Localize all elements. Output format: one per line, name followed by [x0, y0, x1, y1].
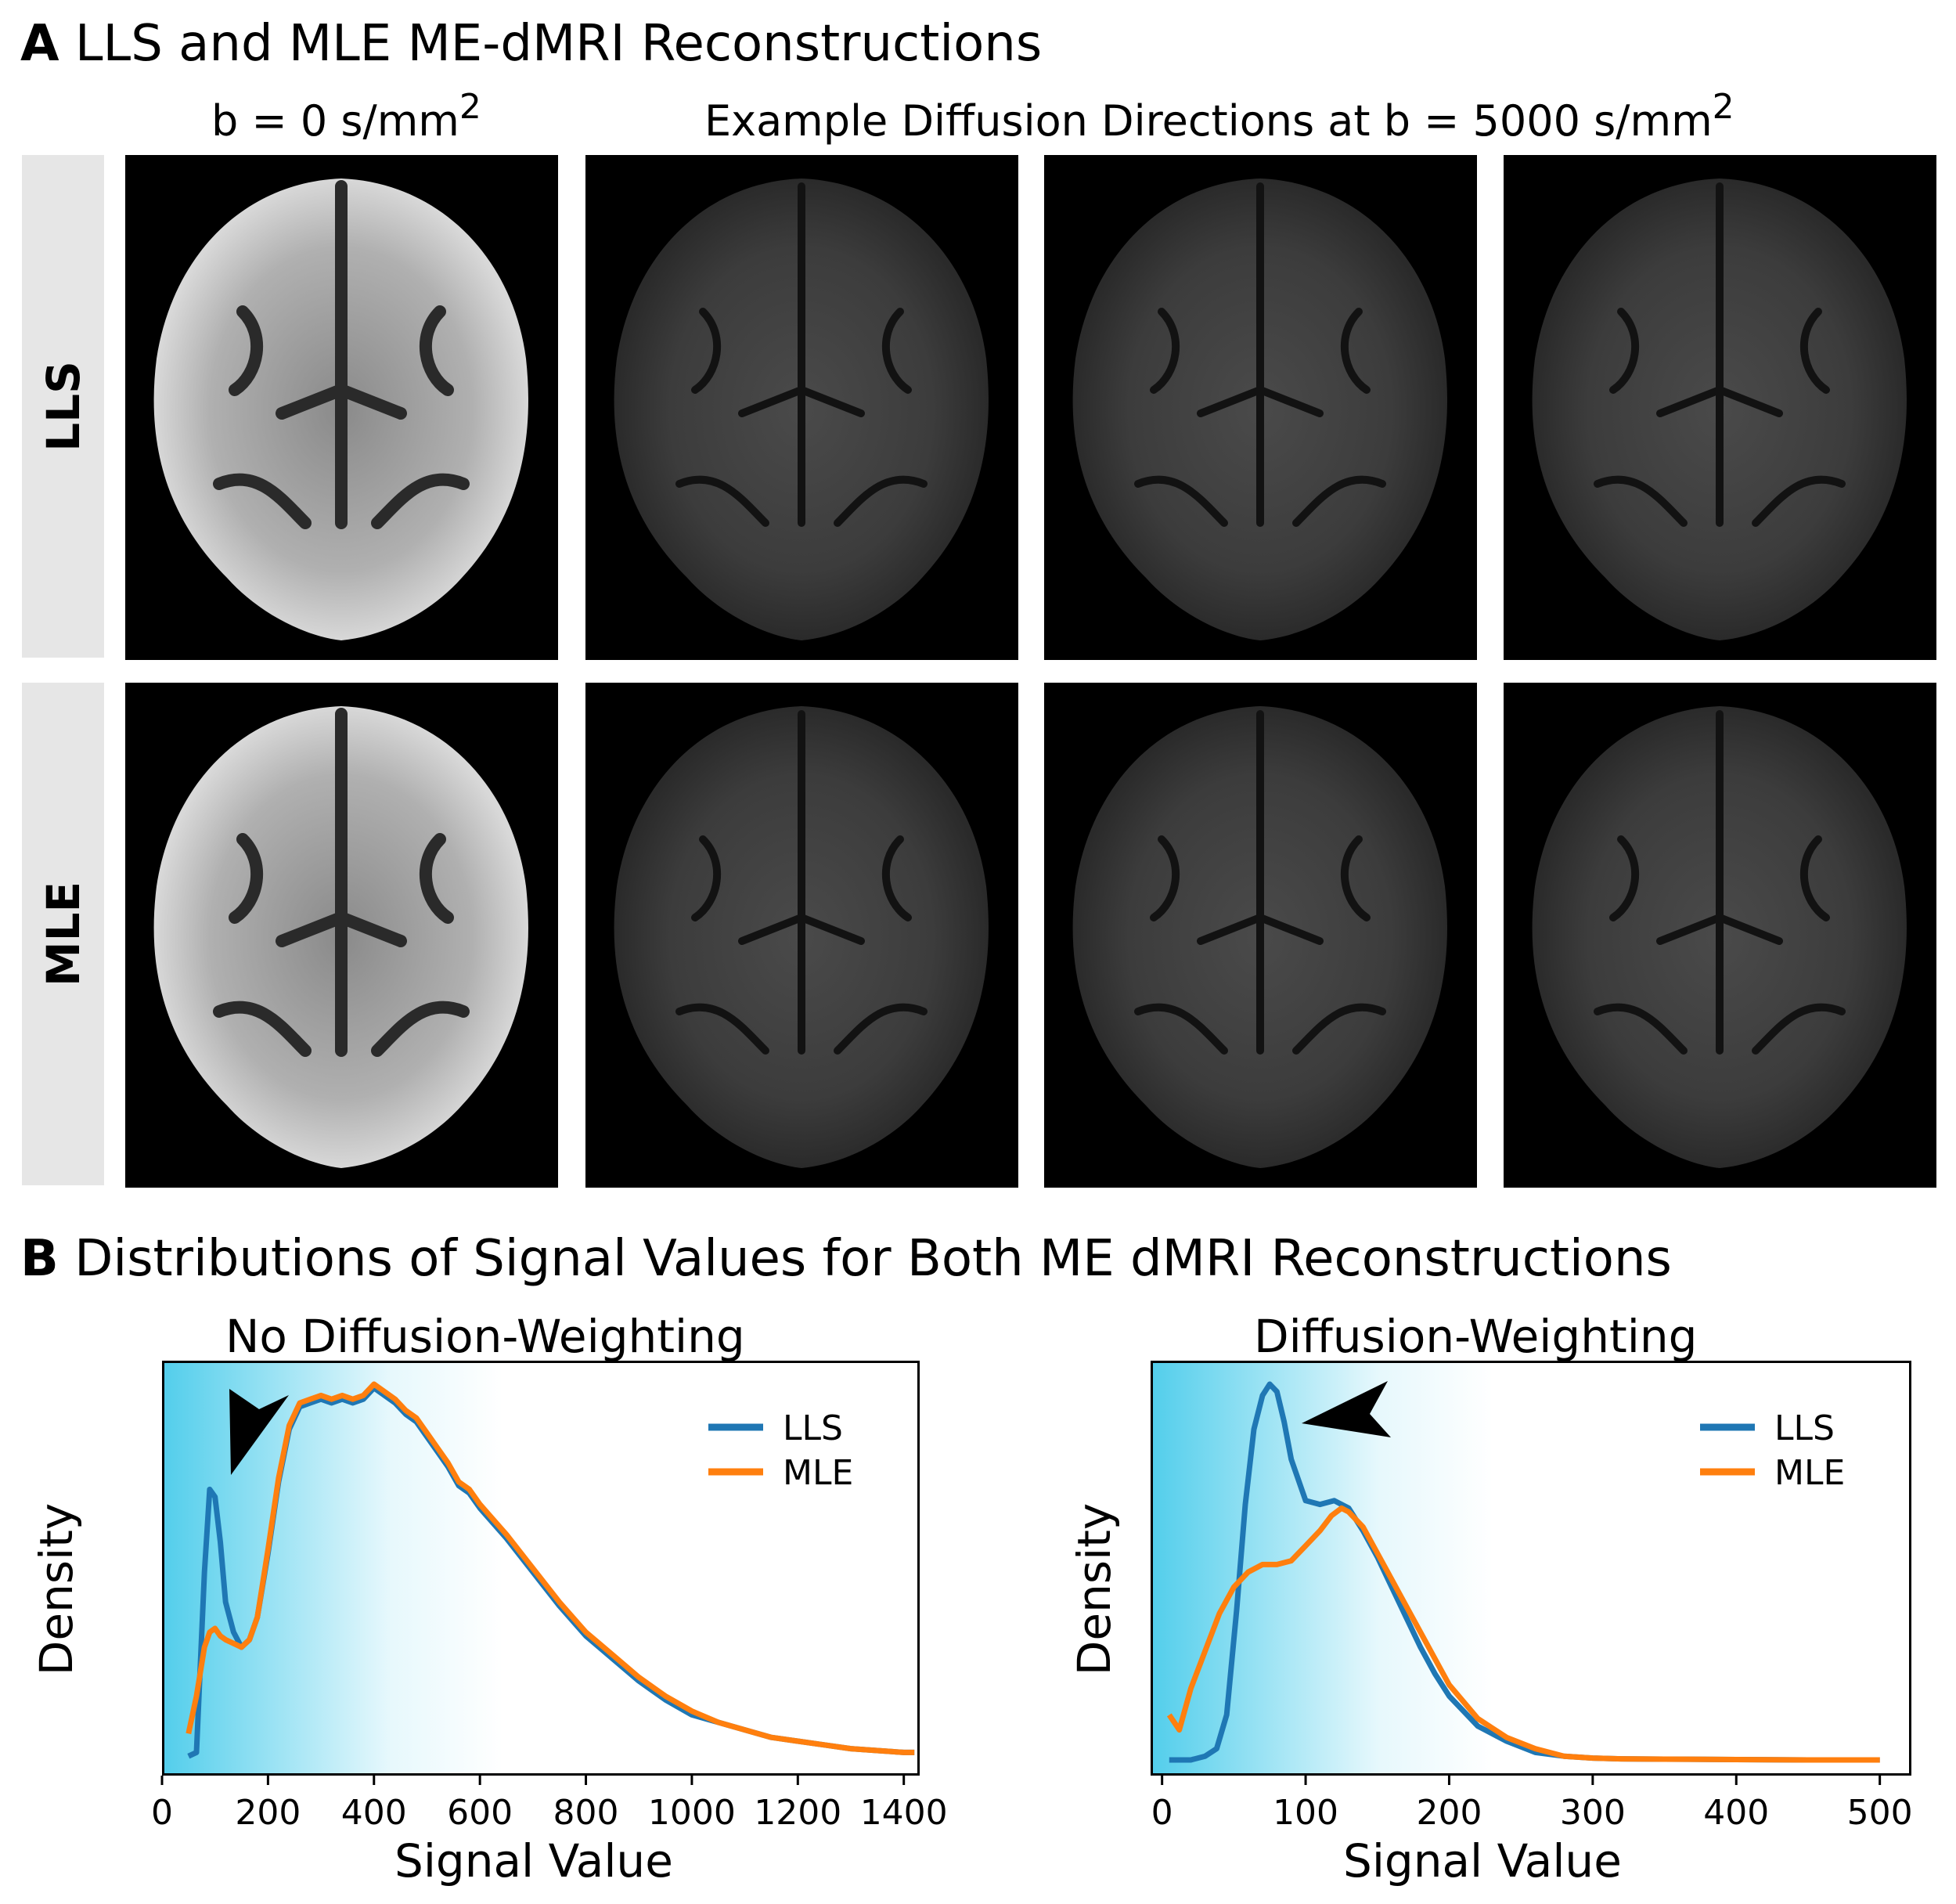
- x-tick-label: 1000: [648, 1793, 736, 1833]
- legend-label-lls: LLS: [783, 1408, 843, 1448]
- column-header-diffusion-text: Example Diffusion Directions at b = 5000…: [704, 96, 1713, 146]
- arrowhead-annotation: [229, 1389, 289, 1475]
- panel-b-letter: B: [20, 1230, 59, 1288]
- series-line-mle: [186, 1381, 915, 1755]
- x-tick-label: 100: [1273, 1793, 1338, 1833]
- legend-label-mle: MLE: [783, 1453, 853, 1493]
- row-label-mle: MLE: [22, 683, 104, 1185]
- chart-2-xlabel: Signal Value: [1343, 1834, 1622, 1888]
- x-tick-label: 200: [235, 1793, 301, 1833]
- chart-diffusion: 0 100 200 300 400 500 LLS MLE: [1151, 1361, 1913, 1833]
- chart-1-xlabel: Signal Value: [394, 1834, 673, 1888]
- mle-image-b0: [125, 683, 558, 1188]
- chart-2-title: Diffusion-Weighting: [1254, 1310, 1698, 1363]
- chart-1-svg: 0 200 400 600 800 1000 1200 1400 LLS MLE: [151, 1361, 948, 1833]
- brain-folds: [675, 710, 928, 1055]
- lls-image-b0: [125, 155, 558, 660]
- brain-folds: [1134, 182, 1386, 527]
- legend-label-mle: MLE: [1774, 1453, 1845, 1493]
- row-label-lls-text: LLS: [36, 361, 90, 452]
- x-tick-label: 400: [1703, 1793, 1769, 1833]
- chart-no-diffusion: 0 200 400 600 800 1000 1200 1400 LLS MLE: [151, 1361, 948, 1833]
- series-line-mle: [1166, 1505, 1880, 1763]
- chart-1-title: No Diffusion-Weighting: [225, 1310, 745, 1363]
- plot-frame: [1151, 1361, 1911, 1776]
- brain-folds: [1134, 710, 1386, 1055]
- x-tick-label: 1200: [754, 1793, 841, 1833]
- column-header-b0: b = 0 s/mm2: [211, 90, 481, 142]
- panel-a-title-text: LLS and MLE ME-dMRI Reconstructions: [74, 15, 1043, 73]
- chart-2-ylabel: Density: [1068, 1502, 1121, 1676]
- row-label-mle-text: MLE: [36, 881, 90, 987]
- arrowhead-annotation: [1302, 1381, 1391, 1437]
- plot-frame: [162, 1361, 920, 1776]
- x-tick-label: 1400: [860, 1793, 948, 1833]
- mle-image-direction-1: [585, 683, 1018, 1188]
- chart-background-gradient: [1151, 1361, 1911, 1776]
- brain-folds: [213, 180, 470, 529]
- mle-image-direction-3: [1504, 683, 1936, 1188]
- x-tick-label: 600: [447, 1793, 513, 1833]
- x-tick-label: 500: [1847, 1793, 1913, 1833]
- column-header-diffusion: Example Diffusion Directions at b = 5000…: [704, 90, 1734, 142]
- x-tick-label: 300: [1560, 1793, 1626, 1833]
- brain-folds: [213, 708, 470, 1057]
- lls-image-direction-2: [1044, 155, 1477, 660]
- x-tick-label: 0: [151, 1793, 173, 1833]
- chart-2-svg: 0 100 200 300 400 500 LLS MLE: [1151, 1361, 1913, 1833]
- brain-folds: [1594, 710, 1846, 1055]
- row-label-lls: LLS: [22, 155, 104, 658]
- mle-image-direction-2: [1044, 683, 1477, 1188]
- lls-image-direction-3: [1504, 155, 1936, 660]
- column-header-diffusion-exponent: 2: [1712, 87, 1734, 127]
- brain-folds: [1594, 182, 1846, 527]
- legend-label-lls: LLS: [1774, 1408, 1835, 1448]
- x-tick-label: 400: [341, 1793, 407, 1833]
- chart-1-ylabel: Density: [30, 1502, 83, 1676]
- lls-image-direction-1: [585, 155, 1018, 660]
- column-header-b0-text: b = 0 s/mm: [211, 96, 459, 146]
- panel-a-letter: A: [20, 15, 59, 73]
- brain-folds: [675, 182, 928, 527]
- panel-b-title: B Distributions of Signal Values for Bot…: [20, 1234, 1672, 1284]
- column-header-b0-exponent: 2: [459, 87, 481, 127]
- panel-b-title-text: Distributions of Signal Values for Both …: [74, 1230, 1672, 1288]
- x-tick-label: 0: [1151, 1793, 1173, 1833]
- x-tick-label: 200: [1416, 1793, 1482, 1833]
- panel-a-title: A LLS and MLE ME-dMRI Reconstructions: [20, 19, 1042, 69]
- x-tick-label: 800: [553, 1793, 619, 1833]
